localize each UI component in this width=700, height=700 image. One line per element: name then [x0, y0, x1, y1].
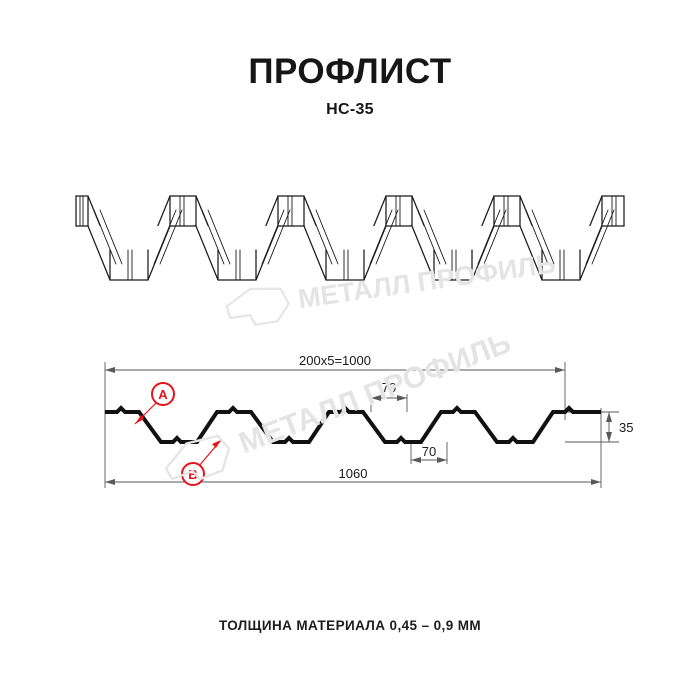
material-thickness-note: ТОЛЩИНА МАТЕРИАЛА 0,45 – 0,9 ММ — [218, 618, 482, 633]
technical-cross-section: 200x5=1000 1060 70 70 35 A B — [95, 350, 633, 510]
dimension-trough-width: 70 — [422, 444, 436, 459]
dimension-crest-width: 70 — [382, 380, 396, 395]
page-title: ПРОФЛИСТ — [248, 52, 452, 91]
callout-b-group: B — [181, 439, 222, 486]
dimension-profile-height: 35 — [619, 420, 633, 435]
dimension-overall-width: 1060 — [339, 466, 368, 481]
page-subtitle: НС-35 — [326, 101, 374, 118]
callout-b-label: B — [188, 467, 197, 482]
callout-a-label: A — [158, 387, 168, 402]
callout-a-circle — [151, 382, 175, 406]
dimension-overall-pitch: 200x5=1000 — [299, 353, 371, 368]
callout-a-group: A — [134, 382, 175, 425]
isometric-profile-view — [70, 178, 630, 313]
